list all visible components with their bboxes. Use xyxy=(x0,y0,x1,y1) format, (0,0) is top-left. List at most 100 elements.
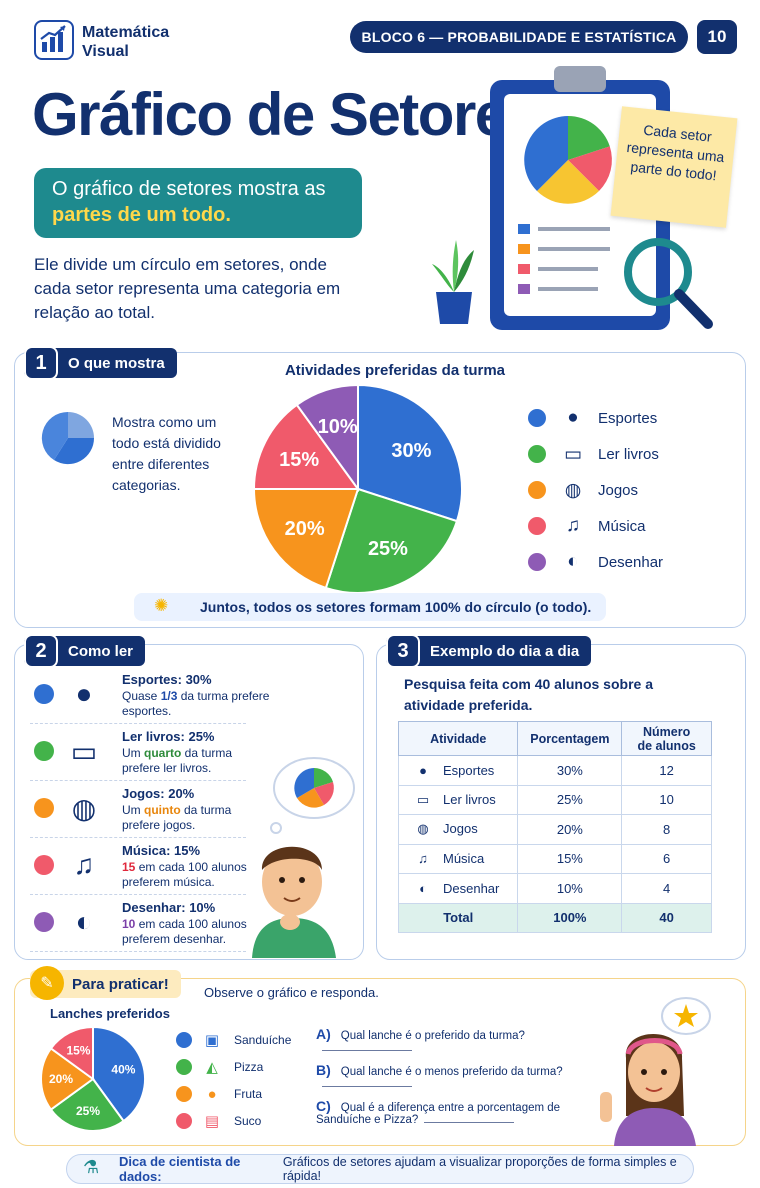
flask-icon: ⚗ xyxy=(83,1157,100,1177)
section-3-label: Exemplo do dia a dia xyxy=(430,642,580,660)
table-body: ● Esportes 30% 12 ▭ Ler livros 25% 10 ◍ Jogos 20% 8… xyxy=(397,755,712,933)
brand: Matemática Visual xyxy=(34,20,194,64)
palette-icon: ◐ xyxy=(75,906,93,937)
practice-instruction: Observe o gráfico e responda. xyxy=(204,985,379,1000)
practice-legend-item: ▣ Sanduíche xyxy=(176,1029,291,1051)
row-heading: Jogos: 20% xyxy=(122,786,195,801)
legend-item: ♫ Música xyxy=(528,513,646,539)
legend-label: Sanduíche xyxy=(234,1033,292,1047)
answer-line[interactable] xyxy=(322,1050,412,1051)
pie-chart: 30% 25% 20% 15% 10% xyxy=(252,384,463,594)
soccer-ball-icon: ● xyxy=(567,407,579,428)
survey-table: Atividade Porcentagem Número de alunos ●… xyxy=(397,721,712,933)
row-explanation: 15 em cada 100 alunos preferem música. xyxy=(122,860,247,889)
practice-slice-pizza xyxy=(49,1077,125,1132)
row-explanation: Um quarto da turma prefere ler livros. xyxy=(122,746,233,775)
practice-slice-fruta xyxy=(40,1047,95,1111)
col-header-students-text: Número de alunos xyxy=(637,724,696,753)
how-to-read-row: ◍ Jogos: 20% Um quinto da turma prefere jo… xyxy=(30,782,246,838)
table-row: ◐ Desenhar 10% 4 xyxy=(397,873,712,904)
legend-item: ◍ Jogos xyxy=(528,477,638,503)
survey-intro: Pesquisa feita com 40 alunos sobre a ati… xyxy=(404,676,653,713)
food-icon: ▣ xyxy=(204,1032,220,1049)
table-total-row: Total 100% 40 xyxy=(397,902,712,933)
chart-slice-jogos xyxy=(252,488,360,590)
cell-percent: 25% xyxy=(517,784,623,815)
practice-data-label: 40% xyxy=(111,1062,135,1076)
cell-students: 6 xyxy=(621,843,712,874)
cell-activity: ● Esportes xyxy=(397,755,519,786)
legend-swatch xyxy=(528,517,546,535)
row-color-dot xyxy=(34,684,54,704)
legend-swatch xyxy=(176,1113,192,1129)
section-1-label: O que mostra xyxy=(68,354,165,372)
cell-students: 8 xyxy=(621,814,712,845)
question-text: Qual é a diferença entre a porcentagem d… xyxy=(316,1102,561,1126)
cell-activity: ◍ Jogos xyxy=(397,814,519,845)
brand-line-2: Visual xyxy=(82,43,129,60)
section-2-number: 2 xyxy=(24,634,58,668)
practice-pie-chart: 40% 25% 20% 15% xyxy=(40,1025,146,1132)
row-color-dot xyxy=(34,912,54,932)
brand-line-1: Matemática xyxy=(82,24,170,41)
thinking-boy-illustration xyxy=(246,752,358,958)
how-to-read-row: ● Esportes: 30% Quase 1/3 da turma prefere… xyxy=(30,668,269,724)
section-1-footnote-text: Juntos, todos os setores formam 100% do … xyxy=(200,599,592,615)
row-explanation: 10 em cada 100 alunos preferem desenhar. xyxy=(122,917,247,946)
legend-label: Jogos xyxy=(598,481,639,499)
palette-icon: ◐ xyxy=(419,880,427,896)
chart-data-label: 25% xyxy=(368,538,408,560)
answer-line[interactable] xyxy=(322,1086,412,1087)
row-color-dot xyxy=(34,798,54,818)
cell-percent: 15% xyxy=(517,843,623,874)
section-3-tag: 3 Exemplo do dia a dia xyxy=(386,634,592,668)
section-1-footnote: ✺ Juntos, todos os setores formam 100% d… xyxy=(134,593,606,621)
row-color-dot xyxy=(34,741,54,761)
legend-swatch xyxy=(176,1086,192,1102)
highlight-text: O gráfico de setores mostra as xyxy=(52,178,326,200)
legend-item: ● Esportes xyxy=(528,405,657,431)
answer-line[interactable] xyxy=(424,1122,515,1123)
section-2-tag: 2 Como ler xyxy=(24,634,146,668)
food-icon: ● xyxy=(207,1085,217,1103)
thinking-girl-illustration xyxy=(592,996,712,1146)
practice-slice-sanduíche xyxy=(92,1025,146,1123)
pencil-icon: ✎ xyxy=(30,966,64,1000)
highlight-banner: O gráfico de setores mostra as partes de… xyxy=(34,168,362,238)
section-1-description: Mostra como um todo está dividido entre … xyxy=(112,414,221,493)
practice-data-label: 20% xyxy=(49,1072,73,1086)
row-heading: Ler livros: 25% xyxy=(122,729,215,744)
cell-students: 4 xyxy=(621,873,712,904)
cell-total-students: 40 xyxy=(621,902,712,933)
row-color-dot xyxy=(34,855,54,875)
question-text: Qual lanche é o menos preferido da turma… xyxy=(340,1066,563,1078)
tip-text: Gráficos de setores ajudam a visualizar … xyxy=(282,1155,677,1183)
legend-item: ◐ Desenhar xyxy=(528,549,663,575)
legend-swatch xyxy=(528,553,546,571)
table-row: ▭ Ler livros 25% 10 xyxy=(397,784,712,815)
page-number: 10 xyxy=(697,20,737,54)
cell-activity: ♫ Música xyxy=(397,843,519,874)
practice-data-label: 15% xyxy=(66,1044,90,1058)
food-icon: ▤ xyxy=(204,1113,220,1130)
soccer-ball-icon: ● xyxy=(75,678,93,709)
practice-label: Para praticar! xyxy=(72,975,169,993)
practice-legend-item: ▤ Suco xyxy=(176,1110,261,1132)
lightbulb-icon: ✺ xyxy=(154,596,169,615)
cell-activity: ▭ Ler livros xyxy=(397,784,519,815)
legend-swatch xyxy=(176,1059,192,1075)
cell-activity: ◐ Desenhar xyxy=(397,873,519,904)
soccer-ball-icon: ● xyxy=(419,762,427,778)
practice-data-label: 25% xyxy=(76,1104,100,1118)
legend-item: ▭ Ler livros xyxy=(528,441,659,467)
chart-data-label: 15% xyxy=(279,449,319,471)
legend-label: Esportes xyxy=(598,409,658,427)
section-1-number: 1 xyxy=(24,346,58,380)
cell-percent: 20% xyxy=(517,814,623,845)
how-to-read-row: ♫ Música: 15% 15 em cada 100 alunos prefer… xyxy=(30,839,247,895)
chart-title: Atividades preferidas da turma xyxy=(284,362,506,379)
practice-legend-item: ● Fruta xyxy=(176,1083,262,1105)
sticky-note-text: Cada setor representa uma parte do todo! xyxy=(625,121,726,184)
question-letter: C) xyxy=(316,1098,331,1114)
chart-data-label: 20% xyxy=(285,518,325,540)
